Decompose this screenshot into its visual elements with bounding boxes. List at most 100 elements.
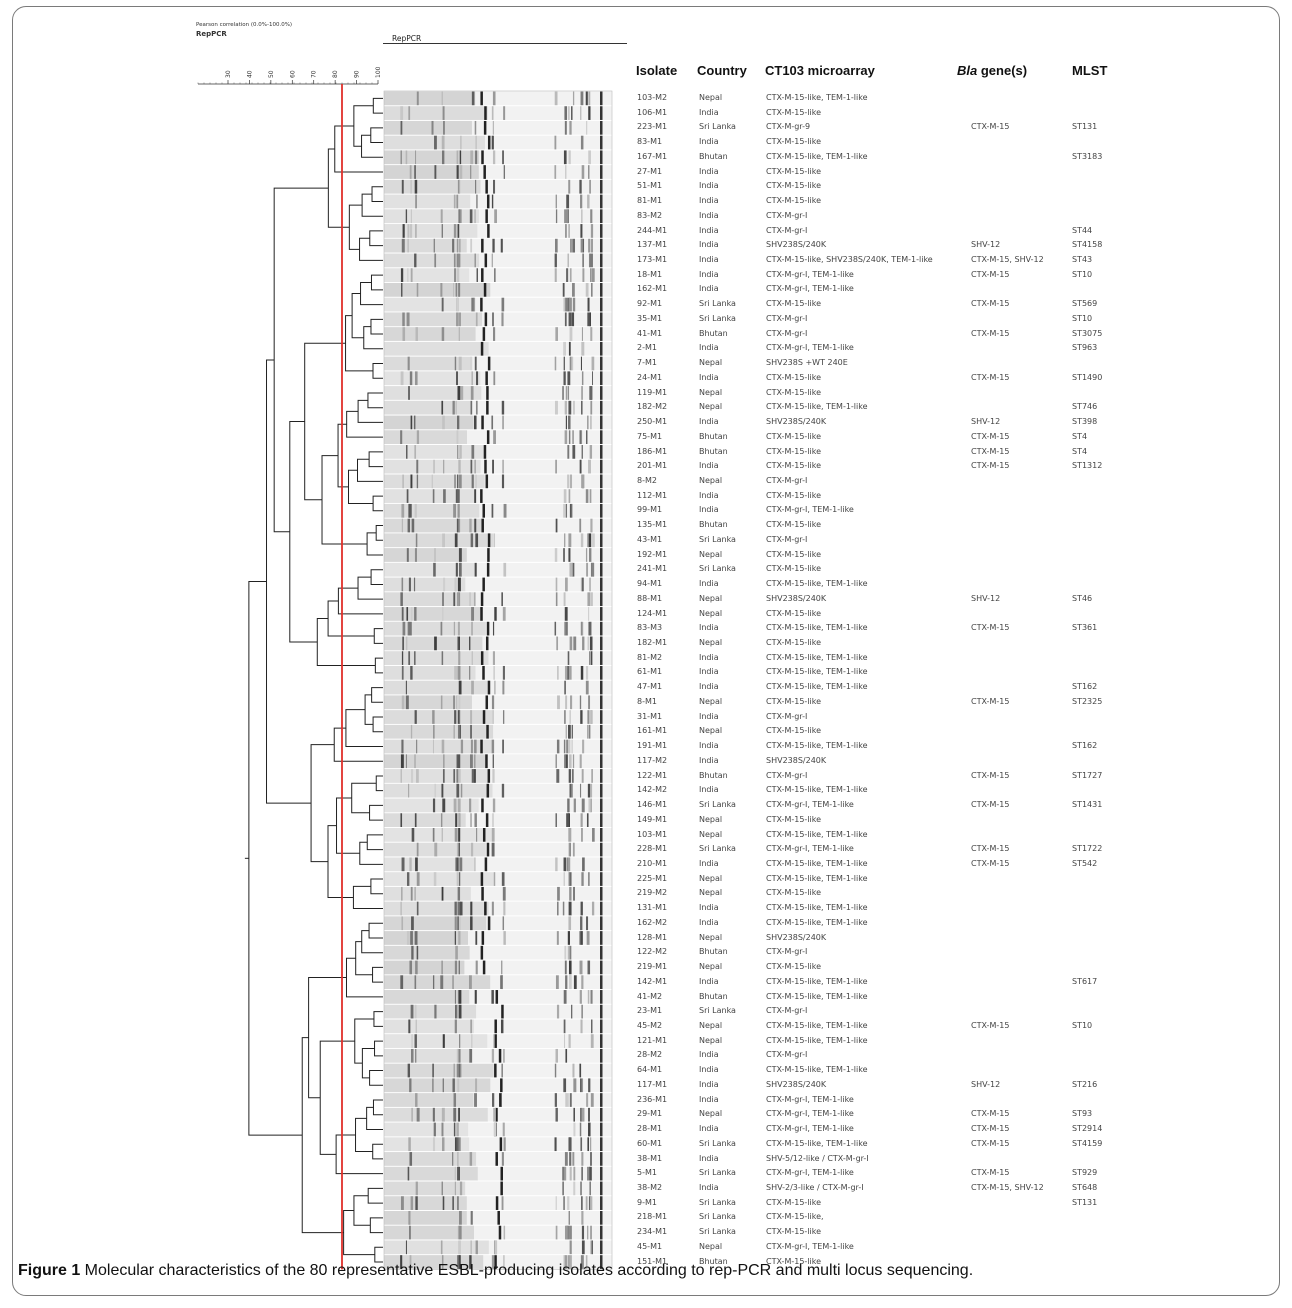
cell-microarray: CTX-M-gr-I, TEM-1-like: [766, 505, 854, 515]
gel-band: [470, 165, 472, 179]
gel-band: [441, 783, 444, 798]
dendrogram-branch: [372, 97, 383, 114]
gel-band: [580, 238, 583, 253]
gel-band: [470, 150, 474, 165]
dendrogram-branch: [359, 237, 383, 261]
gel-smear: [384, 459, 481, 474]
gel-band: [414, 371, 418, 386]
gel-band: [580, 710, 583, 724]
gel-band: [442, 533, 445, 548]
gel-band: [470, 901, 473, 916]
gel-band: [502, 607, 506, 621]
cell-microarray: CTX-M-15-like,: [766, 1212, 824, 1222]
gel-band: [581, 872, 584, 886]
cell-country: Nepal: [699, 814, 723, 824]
gel-band: [456, 489, 460, 503]
gel-band: [568, 901, 572, 916]
gel-lane: [384, 798, 612, 813]
gel-band: [589, 179, 591, 194]
cell-microarray: CTX-M-gr-I, TEM-1-like: [766, 1168, 854, 1178]
gel-band: [573, 975, 577, 990]
gel-band: [415, 1093, 418, 1107]
cell-country: India: [699, 372, 719, 382]
gel-band: [460, 135, 462, 150]
cell-bla: CTX-M-15: [971, 431, 1010, 441]
gel-band: [582, 253, 584, 268]
cell-isolate: 142-M2: [637, 785, 668, 795]
cell-isolate: 38-M2: [637, 1183, 663, 1193]
gel-band: [474, 356, 477, 371]
gel-band: [491, 135, 494, 150]
cell-isolate: 173-M1: [637, 255, 668, 265]
gel-band: [486, 783, 490, 798]
gel-band: [480, 607, 483, 621]
gel-band: [600, 724, 603, 739]
gel-smear: [384, 548, 467, 562]
gel-band: [567, 1196, 570, 1210]
cell-mlst: ST361: [1072, 623, 1098, 633]
dendrogram-branch: [355, 941, 373, 976]
cell-isolate: 182-M1: [637, 638, 668, 647]
gel-band: [409, 1225, 411, 1240]
cell-bla: SHV-12: [971, 593, 1001, 603]
gel-band: [457, 445, 461, 459]
gel-band: [586, 430, 588, 445]
cell-microarray: CTX-M-15-like: [766, 461, 822, 471]
table-row: 81-M1 India CTX-M-15-like: [0, 194, 1292, 209]
gel-band: [555, 209, 558, 224]
gel-band: [494, 1240, 498, 1255]
cell-isolate: 28-M2: [637, 1050, 663, 1060]
dendrogram-branch: [266, 359, 312, 804]
gel-band: [502, 739, 504, 754]
gel-band: [579, 459, 582, 474]
gel-band: [569, 1255, 572, 1269]
gel-band: [458, 445, 462, 459]
dendrogram-branch: [374, 1246, 383, 1263]
gel-band: [474, 813, 477, 827]
cell-bla: CTX-M-15: [971, 122, 1010, 132]
cell-isolate: 106-M1: [637, 107, 668, 117]
gel-band: [565, 224, 567, 238]
cell-country: Sri Lanka: [699, 534, 736, 544]
gel-band: [470, 710, 473, 724]
gel-band: [474, 1093, 477, 1107]
gel-band: [480, 651, 484, 665]
gel-band: [569, 356, 572, 371]
gel-band: [564, 400, 568, 415]
gel-band: [457, 179, 460, 194]
gel-band: [492, 1093, 495, 1107]
gel-band: [568, 341, 571, 356]
gel-band: [408, 386, 410, 400]
cell-country: India: [699, 284, 719, 294]
gel-band: [581, 1078, 584, 1093]
table-row: 92-M1 Sri Lanka CTX-M-15-like CTX-M-15 ST569: [0, 297, 1292, 312]
gel-band: [600, 1063, 603, 1078]
cell-country: Bhutan: [699, 446, 728, 456]
gel-band: [407, 224, 410, 238]
gel-band: [481, 931, 485, 945]
cell-isolate: 225-M1: [637, 873, 668, 883]
gel-band: [586, 916, 589, 931]
gel-band: [582, 268, 585, 282]
gel-band: [567, 297, 571, 312]
gel-band: [591, 282, 593, 297]
gel-band: [600, 150, 603, 165]
gel-band: [485, 813, 489, 827]
cell-mlst: ST963: [1072, 343, 1098, 353]
gel-smear: [384, 680, 490, 695]
cell-country: India: [699, 976, 719, 986]
gel-band: [600, 341, 603, 356]
dendrogram-branch: [301, 1037, 344, 1234]
cell-country: Sri Lanka: [699, 844, 736, 854]
gel-band: [556, 1004, 560, 1019]
gel-band: [457, 415, 460, 430]
cell-bla: CTX-M-15: [971, 1124, 1010, 1134]
cell-mlst: ST93: [1072, 1109, 1093, 1119]
gel-band: [410, 179, 412, 194]
cell-microarray: SHV238S/240K: [766, 240, 827, 250]
gel-band: [571, 724, 573, 739]
cell-isolate: 60-M1: [637, 1138, 663, 1148]
gel-band: [434, 253, 437, 268]
gel-band: [440, 695, 443, 710]
gel-band: [459, 165, 463, 179]
